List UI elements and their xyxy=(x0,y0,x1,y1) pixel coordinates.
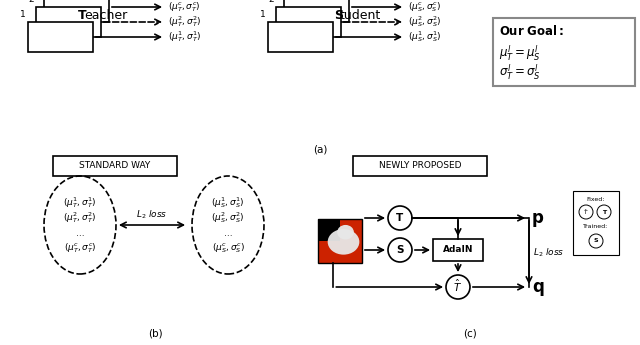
Text: eacher: eacher xyxy=(84,9,128,22)
Text: T: T xyxy=(396,213,404,223)
FancyBboxPatch shape xyxy=(493,18,635,86)
Text: $\sigma_T^l = \sigma_S^l$: $\sigma_T^l = \sigma_S^l$ xyxy=(499,63,541,82)
Text: AdaIN: AdaIN xyxy=(443,246,473,255)
Text: $(\mu_S^c, \sigma_S^c)$: $(\mu_S^c, \sigma_S^c)$ xyxy=(212,241,244,255)
Text: (c): (c) xyxy=(463,328,477,338)
FancyBboxPatch shape xyxy=(573,191,619,255)
Text: $(\mu_T^c, \sigma_T^c)$: $(\mu_T^c, \sigma_T^c)$ xyxy=(168,0,200,14)
Text: 2: 2 xyxy=(268,0,274,4)
Text: $(\mu_S^2, \sigma_S^2)$: $(\mu_S^2, \sigma_S^2)$ xyxy=(211,210,245,226)
Text: 1: 1 xyxy=(20,10,26,19)
FancyBboxPatch shape xyxy=(318,219,362,263)
Text: ...: ... xyxy=(224,229,232,238)
Text: q: q xyxy=(532,278,544,296)
FancyBboxPatch shape xyxy=(353,156,487,176)
FancyBboxPatch shape xyxy=(318,219,340,241)
Text: 2: 2 xyxy=(28,0,34,4)
Text: NEWLY PROPOSED: NEWLY PROPOSED xyxy=(379,161,461,170)
Text: Fixed:: Fixed: xyxy=(587,197,605,202)
Text: $L_2\ loss$: $L_2\ loss$ xyxy=(136,208,168,221)
FancyBboxPatch shape xyxy=(268,22,333,52)
Text: ...: ... xyxy=(76,229,84,238)
Text: $(\mu_S^2, \sigma_S^2)$: $(\mu_S^2, \sigma_S^2)$ xyxy=(408,14,442,29)
Text: STANDARD WAY: STANDARD WAY xyxy=(79,161,150,170)
Text: S: S xyxy=(594,238,598,244)
FancyBboxPatch shape xyxy=(44,0,109,22)
FancyBboxPatch shape xyxy=(284,0,349,22)
Text: $\hat{T}$: $\hat{T}$ xyxy=(454,278,463,294)
FancyBboxPatch shape xyxy=(36,7,101,37)
Text: $(\mu_T^1, \sigma_T^1)$: $(\mu_T^1, \sigma_T^1)$ xyxy=(63,196,97,210)
Text: $(\mu_S^1, \sigma_S^1)$: $(\mu_S^1, \sigma_S^1)$ xyxy=(408,30,442,45)
Ellipse shape xyxy=(328,229,360,255)
Text: tudent: tudent xyxy=(340,9,381,22)
Text: $(\mu_T^1, \sigma_T^1)$: $(\mu_T^1, \sigma_T^1)$ xyxy=(168,30,202,45)
Text: $(\mu_S^1, \sigma_S^1)$: $(\mu_S^1, \sigma_S^1)$ xyxy=(211,196,245,210)
Text: (b): (b) xyxy=(148,328,163,338)
Text: $L_2\ loss$: $L_2\ loss$ xyxy=(533,246,564,259)
FancyBboxPatch shape xyxy=(276,7,341,37)
Text: $(\mu_T^2, \sigma_T^2)$: $(\mu_T^2, \sigma_T^2)$ xyxy=(63,210,97,226)
Text: p: p xyxy=(532,209,544,227)
Text: $\hat{T}$: $\hat{T}$ xyxy=(583,207,589,217)
Text: T: T xyxy=(602,209,606,215)
Text: (a): (a) xyxy=(313,145,327,155)
Text: S: S xyxy=(334,9,343,22)
Text: $(\mu_S^c, \sigma_S^c)$: $(\mu_S^c, \sigma_S^c)$ xyxy=(408,0,441,14)
Text: Trained:: Trained: xyxy=(584,224,609,229)
FancyBboxPatch shape xyxy=(28,22,93,52)
Text: 1: 1 xyxy=(260,10,266,19)
Ellipse shape xyxy=(337,225,354,239)
Text: $\mu_T^l = \mu_S^l$: $\mu_T^l = \mu_S^l$ xyxy=(499,44,541,63)
Text: $(\mu_T^c, \sigma_T^c)$: $(\mu_T^c, \sigma_T^c)$ xyxy=(64,241,96,255)
Text: S: S xyxy=(396,245,404,255)
Text: T: T xyxy=(78,9,86,22)
Text: $(\mu_T^2, \sigma_T^2)$: $(\mu_T^2, \sigma_T^2)$ xyxy=(168,14,202,29)
FancyBboxPatch shape xyxy=(53,156,177,176)
Text: $\mathbf{Our\ Goal:}$: $\mathbf{Our\ Goal:}$ xyxy=(499,24,564,38)
FancyBboxPatch shape xyxy=(433,239,483,261)
